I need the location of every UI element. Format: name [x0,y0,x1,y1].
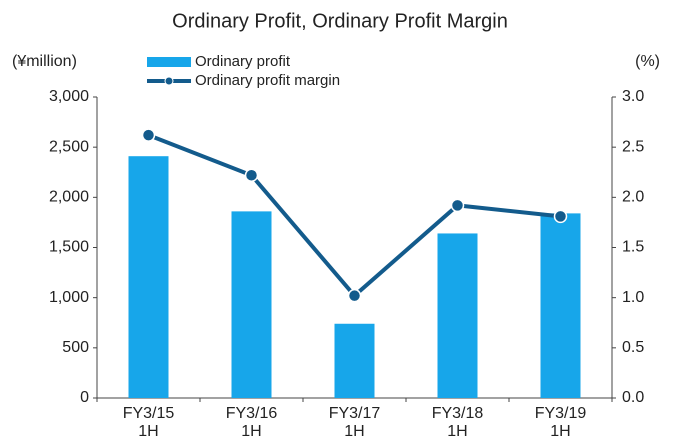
bar [437,233,478,398]
x-tick-label: FY3/15 1H [122,405,175,440]
y-tick-label: 1,500 [49,239,89,256]
y2-tick-label: 0.5 [622,339,644,356]
y-tick-label: 3,000 [49,88,89,105]
y2-tick-label: 2.0 [622,189,644,206]
y2-tick-label: 1.0 [622,289,644,306]
bar [334,323,375,398]
y2-tick-label: 3.0 [622,88,644,105]
line-marker [244,168,259,183]
y-tick-label: 1,000 [49,289,89,306]
y2-tick-label: 1.5 [622,239,644,256]
y-tick-label: 500 [62,339,89,356]
y2-tick-label: 0.0 [622,389,644,406]
x-tick-label: FY3/17 1H [328,405,381,440]
line-marker [141,128,156,142]
y-tick-label: 0 [80,389,89,406]
y-tick-label: 2,000 [49,189,89,206]
chart-title: Ordinary Profit, Ordinary Profit Margin [172,10,508,32]
bar [540,213,581,398]
line-marker [450,198,465,213]
line-marker [553,209,568,224]
legend-swatch [147,57,191,67]
legend-label: Ordinary profit margin [195,72,340,89]
y2-axis-label: (%) [635,53,660,70]
bar [231,211,272,398]
x-tick-label: FY3/16 1H [225,405,278,440]
y-axis-label: (¥million) [12,53,77,70]
legend-marker [164,76,174,86]
bar [128,156,169,398]
y2-tick-label: 2.5 [622,138,644,155]
x-tick-label: FY3/18 1H [431,405,484,440]
y-tick-label: 2,500 [49,138,89,155]
line-marker [347,288,362,303]
legend-label: Ordinary profit [195,53,291,70]
line [147,133,561,299]
x-tick-label: FY3/19 1H [534,405,587,440]
